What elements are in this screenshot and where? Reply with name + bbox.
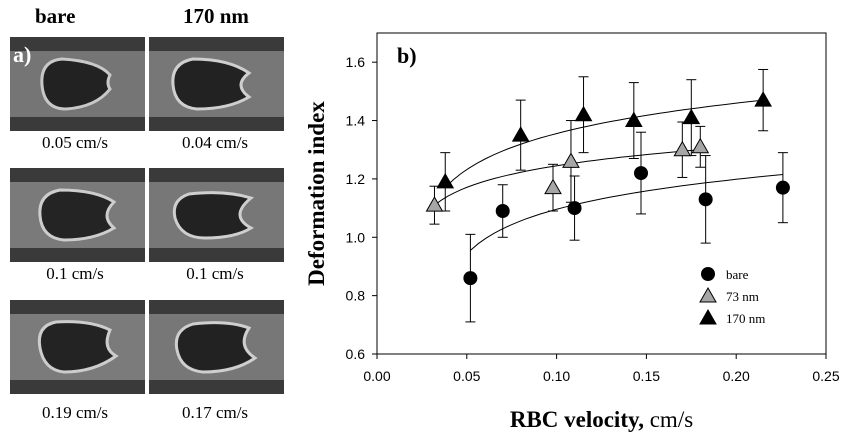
rbc-image bbox=[10, 37, 145, 131]
fit-curve bbox=[470, 174, 783, 251]
data-point bbox=[698, 192, 713, 207]
legend-marker bbox=[701, 267, 715, 281]
data-point bbox=[634, 166, 649, 181]
micrograph-bare-row1 bbox=[10, 37, 145, 131]
data-point bbox=[673, 140, 692, 157]
y-tick-label: 0.8 bbox=[346, 288, 366, 304]
column-header-bare: bare bbox=[35, 4, 76, 28]
caption-bare-row1: 0.05 cm/s bbox=[41, 133, 109, 152]
rbc-image bbox=[149, 37, 284, 131]
x-tick-label: 0.25 bbox=[812, 368, 839, 384]
micrograph-170nm-row3 bbox=[149, 300, 284, 394]
legend-label: bare bbox=[726, 267, 749, 282]
panel-a-micrographs: bare 170 nm 0.05 cm/s 0.04 cm/s 0.1 bbox=[0, 0, 300, 439]
rbc-image bbox=[10, 168, 145, 262]
micrograph-170nm-row1 bbox=[149, 37, 284, 131]
micrograph-bare-row3 bbox=[10, 300, 145, 394]
x-tick-label: 0.05 bbox=[453, 368, 480, 384]
rbc-image bbox=[149, 300, 284, 394]
fit-curve bbox=[434, 149, 701, 206]
data-point bbox=[682, 108, 701, 125]
x-tick-label: 0.15 bbox=[633, 368, 660, 384]
caption-bare-row2: 0.1 cm/s bbox=[46, 264, 104, 283]
data-point bbox=[567, 201, 582, 216]
data-point bbox=[775, 180, 790, 195]
legend-marker bbox=[699, 308, 717, 325]
data-point bbox=[463, 271, 478, 286]
rbc-image bbox=[149, 168, 284, 262]
data-point bbox=[436, 172, 455, 189]
data-point bbox=[495, 204, 510, 219]
panel-b-label: b) bbox=[397, 43, 417, 68]
y-tick-label: 1.4 bbox=[346, 113, 366, 129]
fit-curve bbox=[444, 99, 764, 189]
caption-bare-row3: 0.19 cm/s bbox=[41, 403, 109, 422]
y-tick-label: 1.2 bbox=[346, 171, 366, 187]
data-point bbox=[425, 196, 444, 212]
plot-frame bbox=[376, 32, 827, 355]
data-point bbox=[624, 111, 643, 128]
y-tick-label: 1.0 bbox=[346, 229, 366, 245]
caption-170nm-row3: 0.17 cm/s bbox=[181, 403, 249, 422]
data-point bbox=[754, 91, 773, 107]
legend-label: 170 nm bbox=[726, 311, 765, 326]
data-point bbox=[511, 126, 530, 142]
data-point bbox=[574, 105, 593, 122]
y-tick-label: 1.6 bbox=[346, 54, 366, 70]
data-point bbox=[544, 178, 562, 195]
x-tick-label: 0.20 bbox=[723, 368, 750, 384]
rbc-image bbox=[10, 300, 145, 394]
x-tick-label: 0.10 bbox=[543, 368, 570, 384]
micrograph-170nm-row2 bbox=[149, 168, 284, 262]
micrograph-bare-row2 bbox=[10, 168, 145, 262]
x-axis-label: RBC velocity, cm/s bbox=[510, 407, 693, 432]
caption-170nm-row1: 0.04 cm/s bbox=[181, 133, 249, 152]
caption-170nm-row2: 0.1 cm/s bbox=[186, 264, 244, 283]
data-point bbox=[562, 152, 580, 168]
x-tick-label: 0.00 bbox=[363, 368, 390, 384]
column-header-170nm: 170 nm bbox=[183, 4, 249, 28]
y-axis-label: Deformation index bbox=[304, 101, 329, 286]
y-tick-label: 0.6 bbox=[346, 346, 366, 362]
panel-a-label: a) bbox=[13, 42, 32, 67]
legend-label: 73 nm bbox=[726, 289, 759, 304]
data-point bbox=[691, 137, 710, 154]
legend-marker bbox=[699, 286, 717, 303]
deformation-chart: 0.00 0.05 0.10 0.15 0.20 0.25 0.6 0.8 1.0 1.2 1.4 1… bbox=[304, 32, 840, 432]
